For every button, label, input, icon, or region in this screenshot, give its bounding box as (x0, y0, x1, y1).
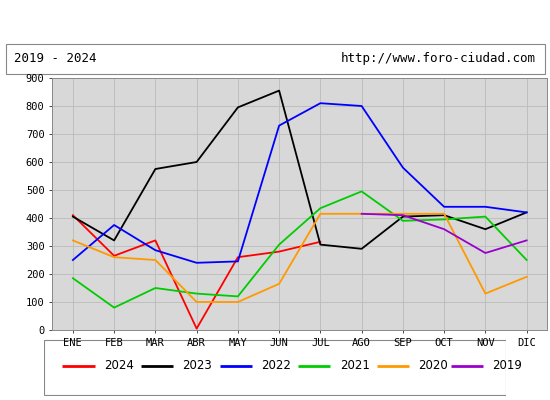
Text: 2023: 2023 (183, 359, 212, 372)
Text: 2022: 2022 (261, 359, 291, 372)
Text: http://www.foro-ciudad.com: http://www.foro-ciudad.com (341, 52, 536, 65)
Text: 2019 - 2024: 2019 - 2024 (14, 52, 96, 65)
Text: 2024: 2024 (104, 359, 134, 372)
Text: 2019: 2019 (492, 359, 522, 372)
Text: Evolucion Nº Turistas Nacionales en el municipio de Sarracín: Evolucion Nº Turistas Nacionales en el m… (53, 13, 497, 29)
Text: 2021: 2021 (340, 359, 370, 372)
Text: 2020: 2020 (418, 359, 448, 372)
